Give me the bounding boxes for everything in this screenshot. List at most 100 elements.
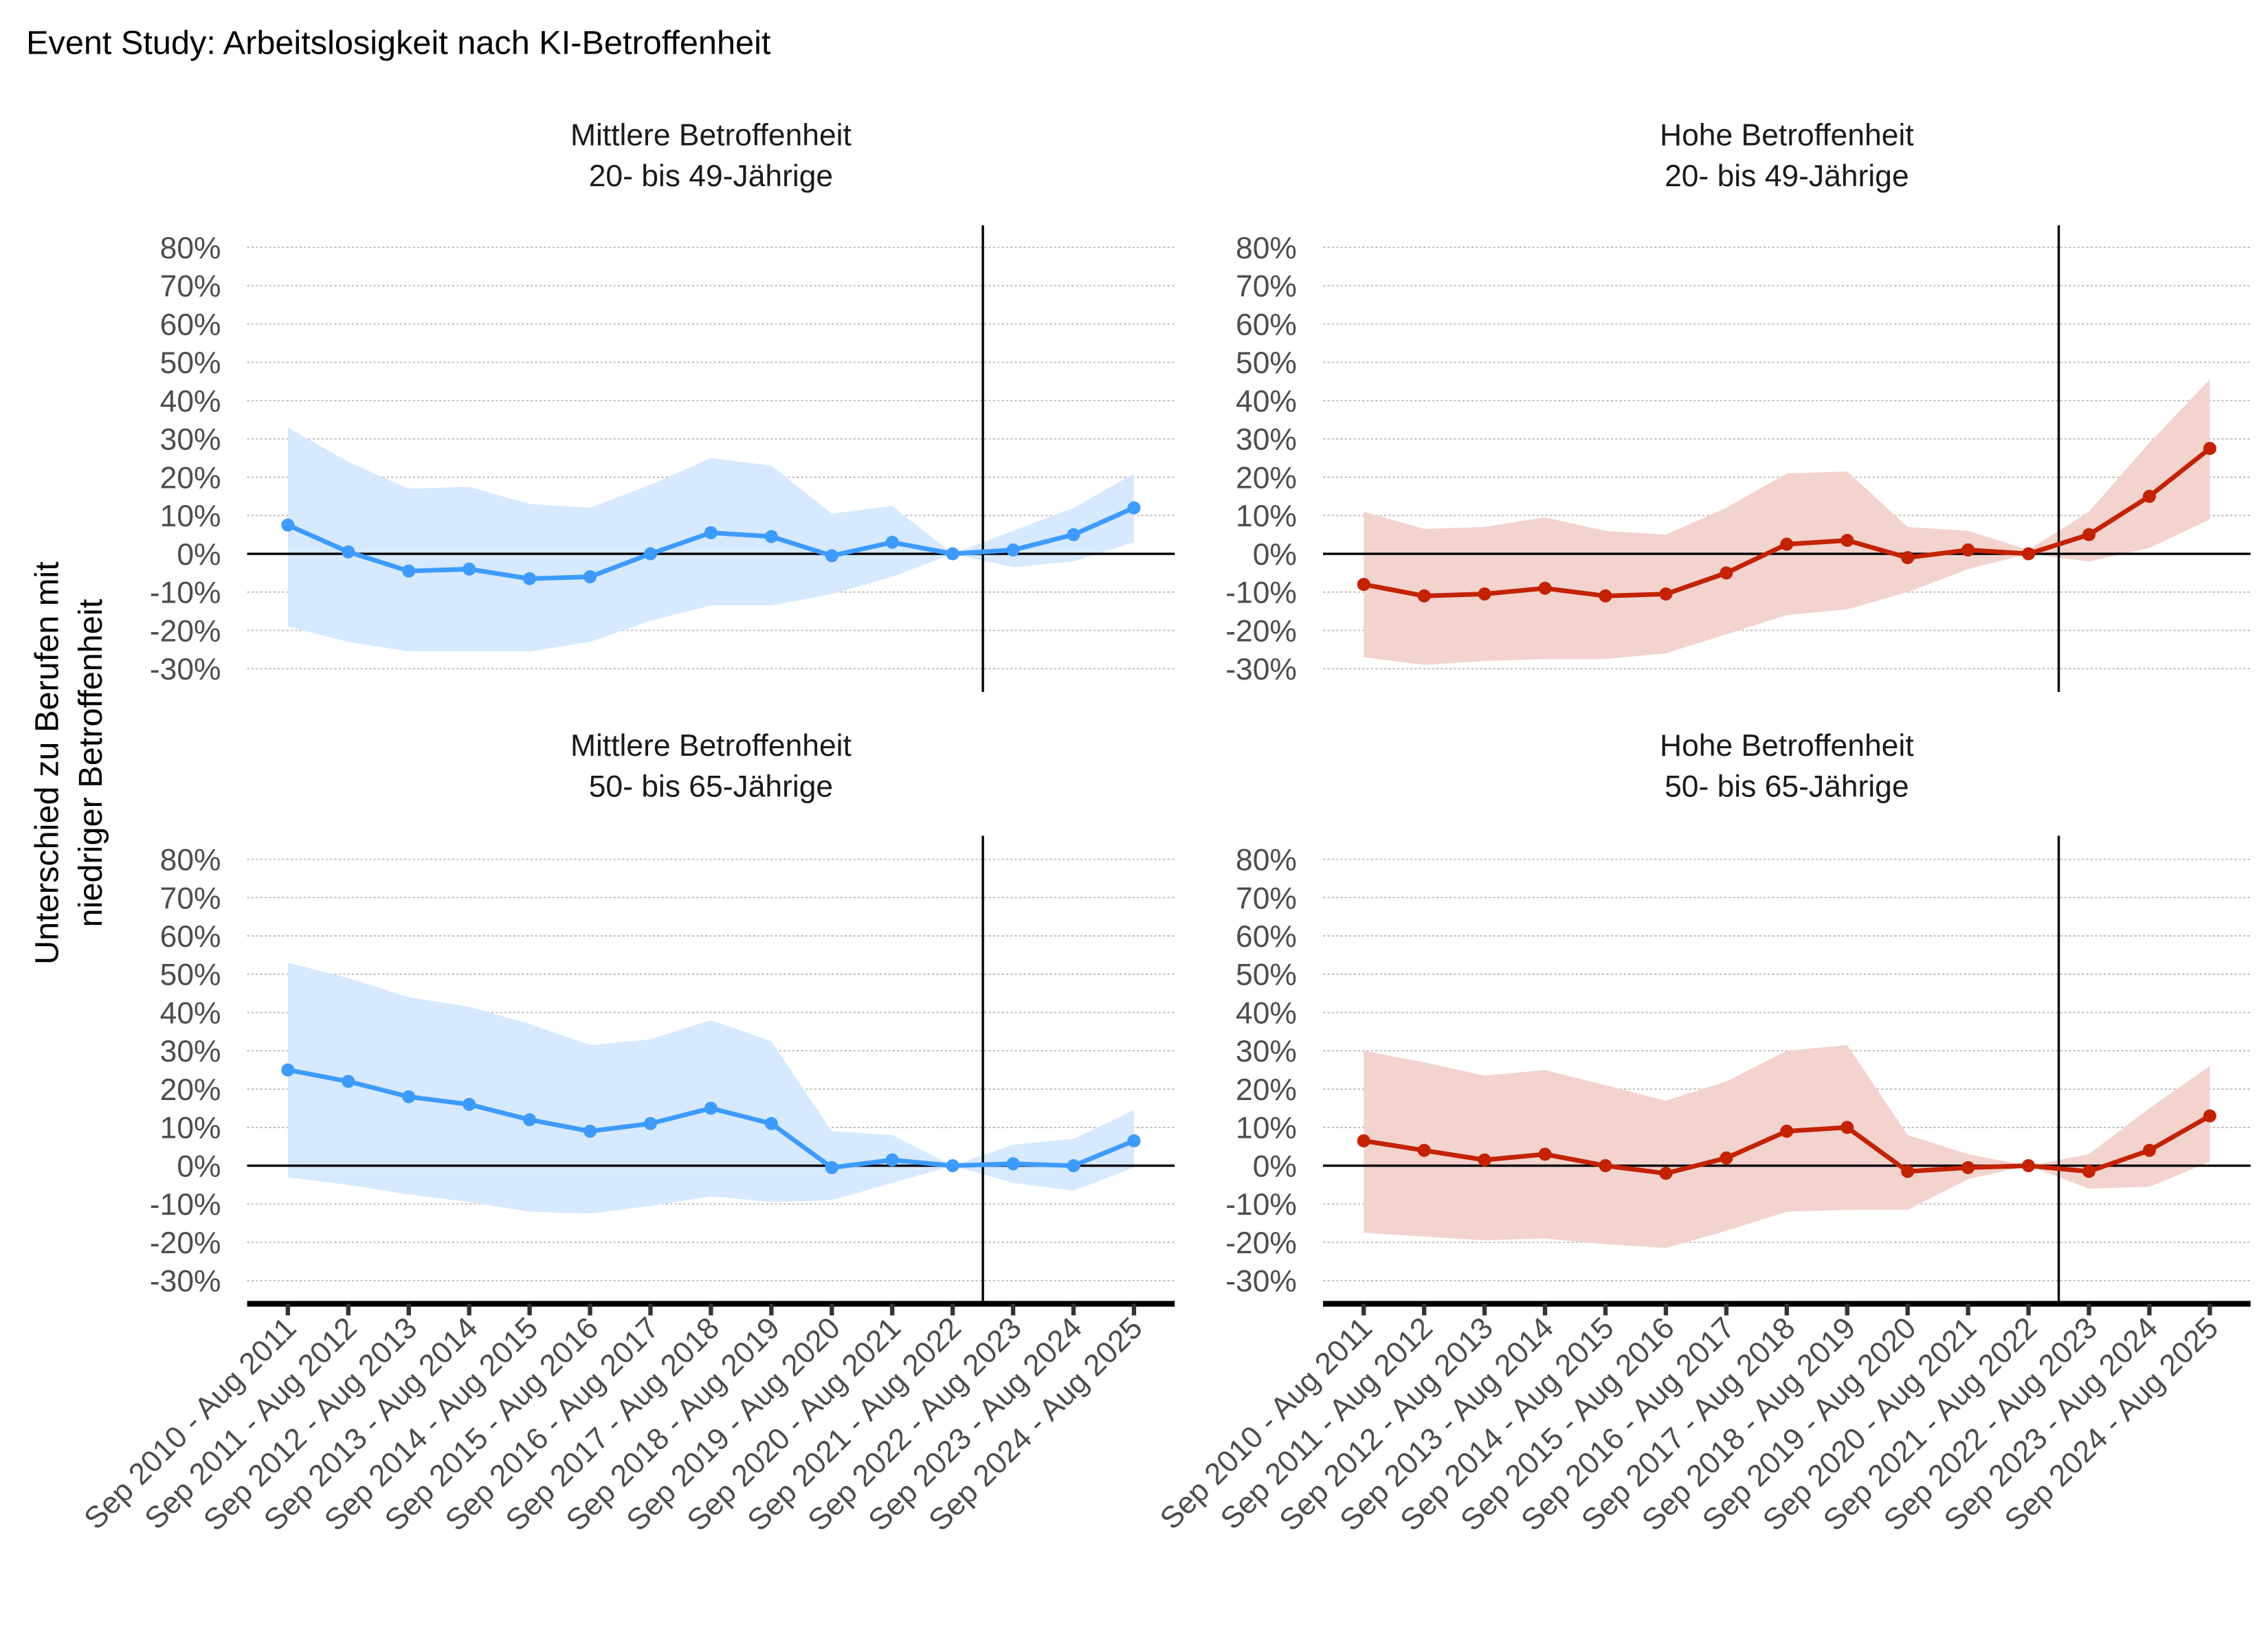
data-point — [583, 1124, 597, 1138]
data-point — [2082, 1165, 2095, 1178]
y-tick-label: 60% — [160, 308, 221, 341]
y-tick-label: 20% — [160, 461, 221, 495]
panel-3: Mittlere Betroffenheit 50- bis 65-Jährige… — [78, 729, 1175, 1538]
y-tick-label: 20% — [160, 1073, 221, 1107]
y-tick-label: 20% — [1236, 461, 1297, 495]
data-point — [704, 1101, 718, 1115]
y-tick-label: 10% — [160, 1112, 221, 1145]
y-axis-label-line1: Unterschied zu Berufen mit — [29, 561, 66, 965]
data-point — [2142, 1143, 2156, 1157]
data-point — [2203, 1109, 2216, 1123]
y-tick-label: -30% — [1225, 1265, 1297, 1299]
y-tick-label: 40% — [1236, 385, 1297, 418]
y-tick-label: -30% — [150, 1265, 221, 1299]
data-point — [1006, 1157, 1020, 1171]
data-point — [1780, 537, 1794, 551]
y-tick-label: 80% — [160, 844, 221, 877]
data-point — [643, 547, 657, 561]
data-point — [1478, 587, 1491, 601]
data-point — [1599, 1159, 1612, 1173]
data-point — [2022, 547, 2036, 561]
y-tick-label: 10% — [160, 500, 221, 533]
y-tick-label: 80% — [1236, 232, 1297, 265]
y-tick-label: 30% — [1236, 423, 1297, 457]
data-point — [1538, 1147, 1552, 1161]
y-tick-label: -30% — [1225, 653, 1297, 686]
data-point — [1067, 528, 1080, 541]
y-tick-label: 40% — [1236, 996, 1297, 1030]
data-point — [1538, 581, 1552, 595]
y-tick-label: 0% — [177, 538, 221, 572]
data-point — [1127, 1134, 1141, 1147]
data-point — [1417, 589, 1431, 603]
data-point — [1067, 1159, 1080, 1173]
panel-title-line2: 50- bis 65-Jährige — [589, 770, 833, 803]
y-tick-label: -10% — [1225, 576, 1297, 610]
data-point — [523, 572, 537, 585]
y-tick-label: 70% — [1236, 270, 1297, 304]
y-tick-label: 80% — [1236, 844, 1297, 877]
data-point — [1720, 566, 1733, 580]
data-point — [342, 1075, 355, 1088]
y-tick-label: 30% — [1236, 1035, 1297, 1068]
panel-title-line2: 20- bis 49-Jährige — [1665, 159, 1909, 193]
y-tick-label: 10% — [1236, 500, 1297, 533]
data-point — [402, 564, 416, 578]
y-tick-label: 70% — [160, 270, 221, 304]
y-tick-label: 60% — [1236, 308, 1297, 341]
y-tick-label: 50% — [1236, 346, 1297, 380]
y-tick-label: 0% — [177, 1149, 221, 1183]
data-point — [463, 562, 476, 576]
panel-title-line1: Mittlere Betroffenheit — [570, 729, 852, 763]
panel-2: Hohe Betroffenheit 20- bis 49-Jährige -30%… — [1225, 119, 2251, 692]
data-point — [885, 535, 899, 549]
data-point — [523, 1113, 537, 1127]
panel-title-line1: Mittlere Betroffenheit — [570, 119, 852, 153]
y-tick-label: -20% — [150, 1226, 221, 1260]
panel-title-line2: 20- bis 49-Jährige — [589, 159, 833, 193]
data-point — [1901, 551, 1915, 565]
y-tick-label: -30% — [150, 653, 221, 686]
data-point — [342, 545, 355, 559]
data-point — [1357, 1134, 1370, 1147]
y-tick-label: -20% — [1225, 1226, 1297, 1260]
data-point — [1417, 1143, 1431, 1157]
y-tick-label: 30% — [160, 1035, 221, 1068]
data-point — [825, 549, 838, 563]
y-tick-label: 0% — [1253, 1149, 1297, 1183]
y-tick-label: -20% — [150, 614, 221, 648]
panel-title-line1: Hohe Betroffenheit — [1660, 119, 1914, 153]
data-point — [2082, 528, 2095, 541]
confidence-band — [287, 427, 1134, 652]
data-point — [2022, 1159, 2036, 1173]
data-point — [2142, 489, 2156, 503]
y-tick-label: 50% — [160, 346, 221, 380]
y-tick-label: 0% — [1253, 538, 1297, 572]
y-tick-label: 70% — [160, 882, 221, 915]
data-point — [281, 1063, 295, 1077]
data-point — [764, 1117, 778, 1130]
data-point — [946, 1159, 959, 1173]
data-point — [1127, 501, 1141, 515]
data-point — [1006, 543, 1020, 557]
y-tick-label: -10% — [150, 576, 221, 610]
data-point — [764, 530, 778, 543]
y-tick-label: 80% — [160, 232, 221, 265]
y-tick-label: 50% — [1236, 958, 1297, 992]
data-point — [1841, 1121, 1854, 1134]
data-point — [1478, 1153, 1491, 1167]
data-point — [1357, 578, 1370, 592]
data-point — [704, 526, 718, 539]
panel-title-line2: 50- bis 65-Jährige — [1665, 770, 1909, 803]
y-axis-label-line2: niedriger Betroffenheit — [72, 598, 109, 927]
data-point — [1780, 1124, 1794, 1138]
data-point — [643, 1117, 657, 1130]
y-tick-label: 60% — [160, 920, 221, 954]
data-point — [1901, 1165, 1915, 1178]
data-point — [946, 547, 959, 561]
confidence-band — [1364, 379, 2210, 665]
y-tick-label: 20% — [1236, 1073, 1297, 1107]
data-point — [1961, 543, 1975, 557]
y-tick-label: 40% — [160, 996, 221, 1030]
y-tick-label: 60% — [1236, 920, 1297, 954]
